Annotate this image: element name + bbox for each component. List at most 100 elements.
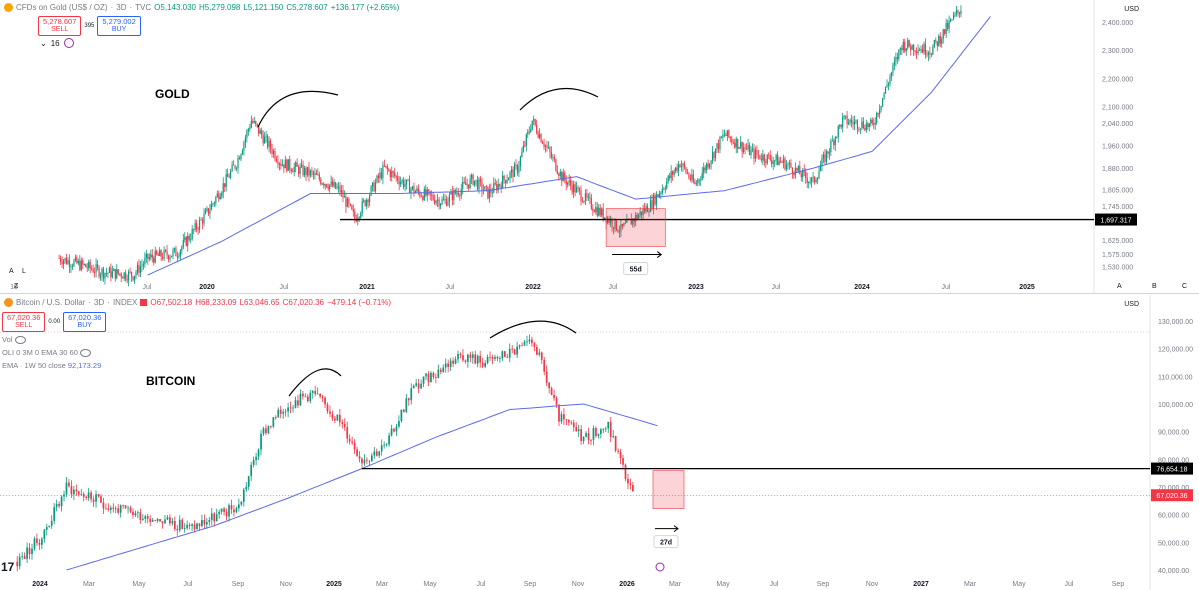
- candle-up: [249, 127, 251, 130]
- candle-down: [944, 29, 946, 34]
- btc-indicator-volume[interactable]: Vol: [2, 335, 26, 345]
- candle-up: [711, 152, 714, 161]
- gold-indicators-toggle[interactable]: ⌄ 16: [40, 38, 74, 48]
- gold-scale-c-button[interactable]: C: [1182, 283, 1188, 290]
- candle-up: [582, 436, 585, 441]
- candle-up: [300, 164, 303, 167]
- time-tick-label: Jul: [477, 581, 486, 588]
- candle-up: [243, 142, 245, 151]
- duration-label: 55d: [630, 267, 642, 274]
- candle-up: [680, 165, 683, 168]
- btc-indicator-ema[interactable]: EMA · 1W 50 close 92,173.29: [2, 361, 101, 370]
- price-axis: 2,400.000 2,300.000 2,200.000 2,100.000 2,04…: [1102, 20, 1133, 272]
- gold-sell-button[interactable]: 5,278.607 SELL: [38, 16, 82, 36]
- candle-up: [879, 109, 881, 115]
- candle-up: [774, 160, 776, 162]
- candle-down: [565, 179, 567, 185]
- candle-up: [518, 345, 521, 347]
- flag-icon[interactable]: [140, 299, 148, 306]
- candle-up: [265, 135, 267, 137]
- candle-up: [430, 372, 432, 383]
- tradingview-logo-icon: 17: [1, 560, 15, 574]
- candle-down: [58, 503, 60, 507]
- candle-up: [802, 169, 804, 178]
- candle-down: [38, 542, 41, 545]
- btc-open: O67,502.18: [150, 298, 193, 307]
- candle-down: [633, 218, 635, 222]
- gold-scale-b-button[interactable]: B: [1152, 283, 1157, 290]
- candle-up: [507, 178, 510, 181]
- candle-down: [166, 250, 168, 256]
- btc-interval[interactable]: 3D: [94, 298, 105, 307]
- time-tick-label: Mar: [376, 581, 389, 588]
- btc-currency[interactable]: USD: [1124, 301, 1139, 308]
- gold-log-scale-button[interactable]: L: [22, 268, 26, 275]
- candle-down: [266, 135, 269, 147]
- candle-down: [393, 428, 395, 432]
- candle-down: [643, 208, 646, 212]
- candle-down: [292, 171, 294, 173]
- candle-down: [452, 360, 454, 364]
- candle-down: [457, 192, 459, 196]
- candle-up: [911, 44, 913, 50]
- candle-down: [513, 349, 516, 355]
- gold-buy-button[interactable]: 5,279.002 BUY: [97, 16, 141, 36]
- gold-currency[interactable]: USD: [1124, 6, 1139, 13]
- eye-icon[interactable]: [79, 349, 91, 358]
- candle-up: [920, 48, 922, 51]
- gold-change: +136.177 (+2.65%): [330, 3, 400, 12]
- candle-up: [499, 358, 501, 360]
- candle-up: [675, 167, 677, 172]
- bitcoin-chart[interactable]: 130,000.00 120,000.00 110,000.00 100,000.00…: [0, 295, 1199, 590]
- candle-down: [286, 159, 288, 171]
- candle-up: [469, 178, 471, 189]
- gold-interval[interactable]: 3D: [116, 3, 127, 12]
- btc-buy-button[interactable]: 67,020.36 BUY: [63, 312, 107, 332]
- candle-up: [602, 429, 605, 431]
- gold-zoom-button[interactable]: Z: [14, 283, 19, 290]
- candle-up: [661, 188, 663, 193]
- gold-auto-scale-button[interactable]: A: [9, 268, 14, 275]
- candle-down: [367, 199, 369, 203]
- candle-down: [592, 208, 594, 211]
- candle-up: [250, 120, 252, 128]
- candle-down: [918, 50, 921, 52]
- candle-up: [700, 179, 702, 181]
- btc-sell-button[interactable]: 67,020.36 SELL: [2, 312, 46, 332]
- gold-symbol-name[interactable]: CFDs on Gold (US$ / OZ): [16, 3, 108, 12]
- candle-up: [682, 163, 684, 166]
- btc-buy-price: 67,020.36: [68, 313, 102, 322]
- candle-down: [348, 198, 350, 205]
- candle-down: [537, 132, 539, 138]
- btc-symbol-name[interactable]: Bitcoin / U.S. Dollar: [16, 298, 86, 307]
- candle-up: [949, 19, 952, 22]
- candle-up: [697, 179, 699, 184]
- btc-indicator-oli[interactable]: OLI 0 3M 0 EMA 30 60: [2, 348, 91, 358]
- candle-down: [728, 130, 730, 137]
- candle-down: [590, 439, 592, 441]
- candle-up: [831, 140, 833, 142]
- gold-chart[interactable]: 2,400.000 2,300.000 2,200.000 2,100.000 2,04…: [0, 0, 1199, 293]
- candle-down: [609, 421, 612, 437]
- eye-icon[interactable]: [14, 336, 26, 345]
- candle-down: [512, 169, 514, 177]
- candle-down: [563, 414, 565, 420]
- candle-up: [775, 154, 777, 161]
- candle-up: [960, 10, 962, 14]
- candle-up: [521, 151, 523, 158]
- candle-down: [167, 255, 170, 260]
- candle-down: [930, 54, 932, 55]
- candle-down: [146, 516, 149, 519]
- time-axis: 2024 Mar May Jul Sep Nov 2025 Mar May Jul Sep Nov 20…: [32, 581, 1124, 588]
- sync-icon[interactable]: [63, 38, 74, 48]
- candle-up: [649, 200, 652, 212]
- candle-up: [154, 250, 156, 263]
- candle-up: [70, 266, 72, 268]
- candle-up: [723, 134, 726, 136]
- bitcoin-chart-pane[interactable]: 130,000.00 120,000.00 110,000.00 100,000.00…: [0, 295, 1199, 590]
- gold-chart-pane[interactable]: 2,400.000 2,300.000 2,200.000 2,100.000 2,04…: [0, 0, 1199, 294]
- btc-change: −479.14 (−0.71%): [327, 298, 392, 307]
- gold-scale-a-button[interactable]: A: [1117, 283, 1122, 290]
- candle-up: [145, 253, 147, 258]
- candle-down: [218, 193, 220, 200]
